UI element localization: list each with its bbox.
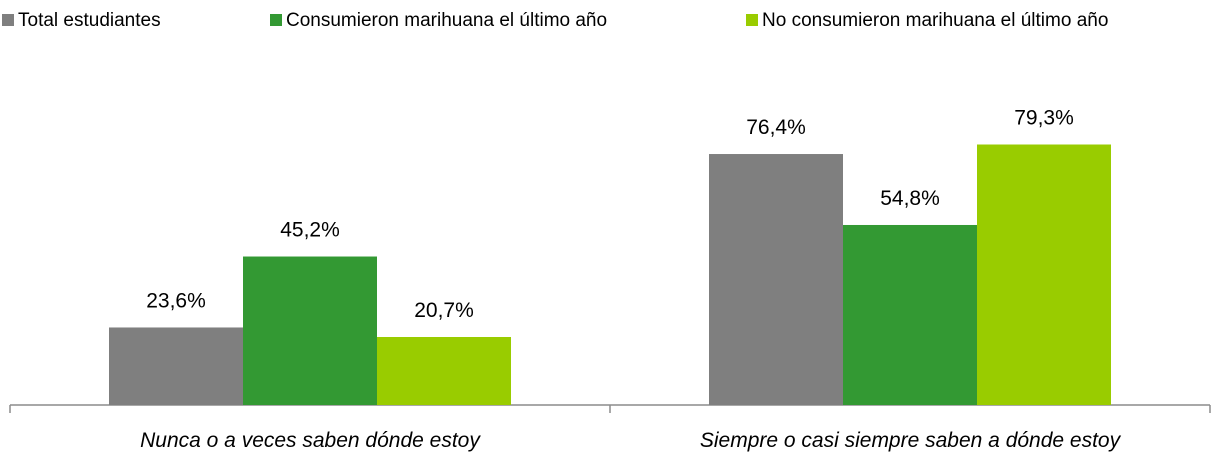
bar — [377, 337, 511, 405]
bar — [709, 154, 843, 405]
x-tick-label: Nunca o a veces saben dónde estoy — [140, 429, 481, 452]
bar — [243, 256, 377, 405]
data-label: 76,4% — [746, 116, 806, 139]
data-label: 20,7% — [414, 299, 474, 322]
data-label: 23,6% — [146, 289, 206, 312]
legend-label: Consumieron marihuana el último año — [286, 10, 607, 31]
bar — [843, 224, 977, 405]
data-label: 45,2% — [280, 219, 340, 242]
bar — [109, 327, 243, 405]
legend-label: No consumieron marihuana el último año — [762, 10, 1108, 31]
data-label: 79,3% — [1014, 106, 1074, 129]
legend-swatch — [746, 14, 758, 26]
x-tick-label: Siempre o casi siempre saben a dónde est… — [700, 429, 1122, 452]
legend-swatch — [2, 14, 14, 26]
bar — [977, 144, 1111, 405]
legend-swatch — [270, 14, 282, 26]
data-label: 54,8% — [880, 187, 940, 210]
legend-label: Total estudiantes — [18, 10, 161, 31]
